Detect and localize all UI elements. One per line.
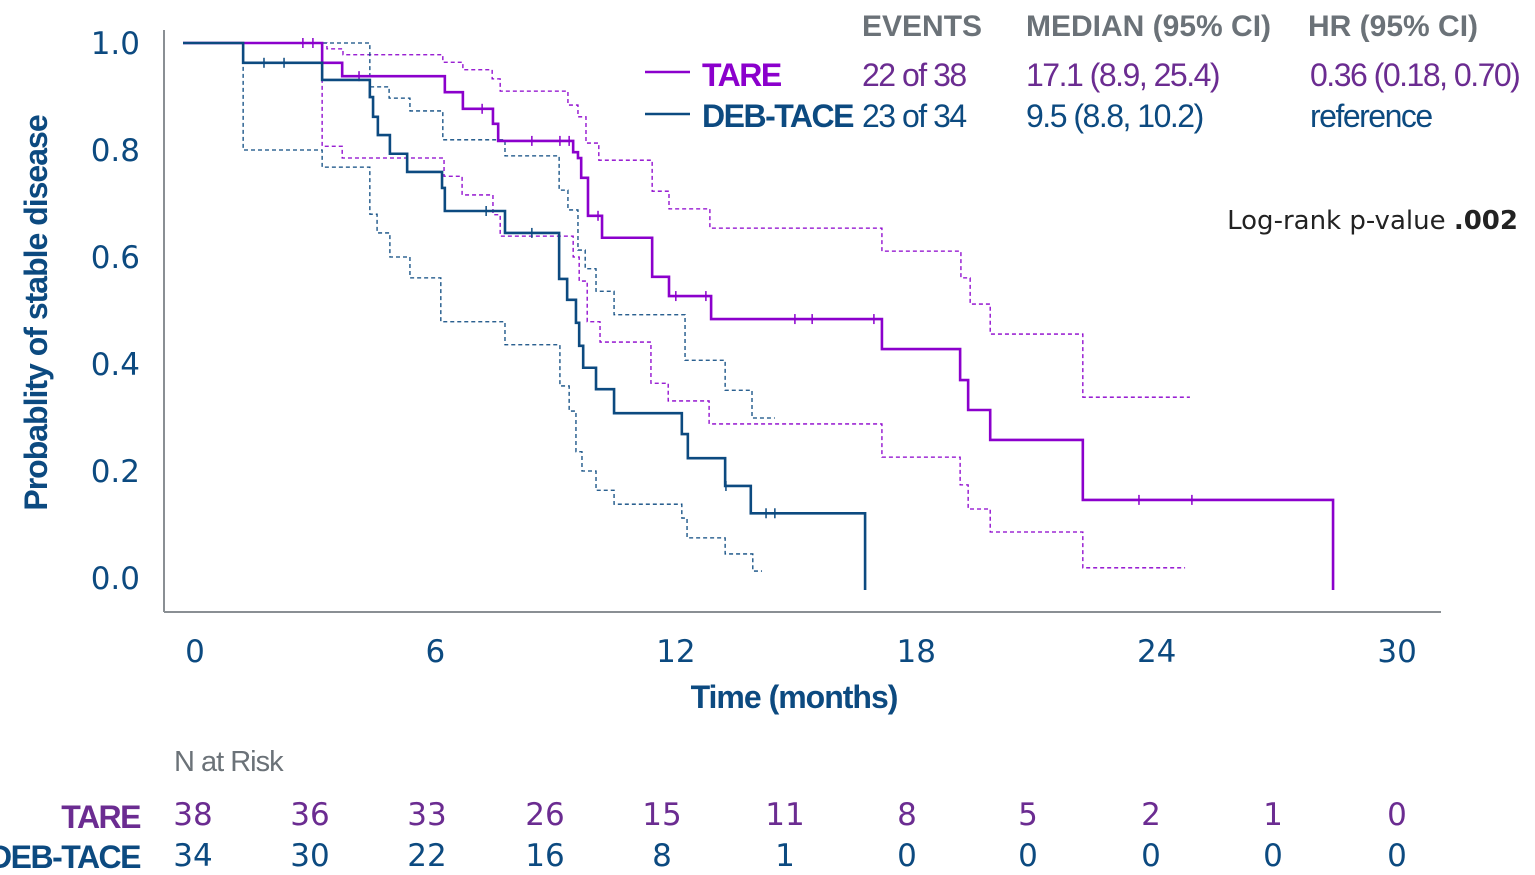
km-curve-deb-tace xyxy=(183,41,867,590)
y-tick-label: 0.2 xyxy=(91,454,140,490)
risk-row-label-tare: TARE xyxy=(61,799,141,835)
risk-cell: 0 xyxy=(1387,838,1407,874)
legend-hr-deb-tace: reference xyxy=(1310,98,1432,134)
legend-events-deb-tace: 23 of 34 xyxy=(862,98,966,134)
x-axis-title: Time (months) xyxy=(691,679,898,715)
risk-cell: 33 xyxy=(407,797,446,833)
legend-median-tare: 17.1 (8.9, 25.4) xyxy=(1026,57,1219,93)
y-tick-label: 0.6 xyxy=(91,240,140,276)
risk-cell: 15 xyxy=(642,797,681,833)
legend-hr-tare: 0.36 (0.18, 0.70) xyxy=(1310,57,1519,93)
risk-cell: 26 xyxy=(525,797,564,833)
risk-cell: 8 xyxy=(897,797,917,833)
x-tick-label: 0 xyxy=(185,634,205,670)
y-tick-label: 1.0 xyxy=(91,26,140,62)
legend-header-events: EVENTS xyxy=(862,10,982,43)
y-tick-label: 0.0 xyxy=(91,561,140,597)
ci-lower-tare xyxy=(183,42,1186,569)
legend-label-deb-tace: DEB-TACE xyxy=(702,98,854,134)
risk-cell: 11 xyxy=(765,797,804,833)
risk-cells: 38 36 33 26 15 11 8 5 2 1 0 34 30 22 16 8 1 0 0 0 0 0 xyxy=(173,797,1407,874)
risk-cell: 34 xyxy=(173,838,212,874)
x-tick-labels: 0 6 12 18 24 30 xyxy=(185,634,1417,670)
ci-upper-tare xyxy=(183,42,1190,398)
curves xyxy=(183,38,1335,590)
risk-cell: 30 xyxy=(290,838,329,874)
legend-events-tare: 22 of 38 xyxy=(862,57,966,93)
x-tick-label: 30 xyxy=(1377,634,1416,670)
x-tick-label: 18 xyxy=(897,634,936,670)
risk-cell: 16 xyxy=(525,838,564,874)
y-axis-title: Probablity of stable disease xyxy=(18,115,54,510)
ci-upper-deb-tace xyxy=(183,42,775,419)
legend-header-hr: HR (95% CI) xyxy=(1308,10,1478,43)
risk-cell: 0 xyxy=(1018,838,1038,874)
legend-label-tare: TARE xyxy=(702,57,782,93)
log-rank-annotation: Log-rank p-value .002 xyxy=(1227,206,1518,236)
legend: EVENTS MEDIAN (95% CI) HR (95% CI) TARE … xyxy=(645,10,1521,134)
risk-cell: 0 xyxy=(897,838,917,874)
ci-lower-deb-tace xyxy=(183,42,763,572)
risk-table: N at Risk TARE DEB-TACE 38 36 33 26 15 11 8 5 2 1… xyxy=(0,746,1407,875)
risk-cell: 0 xyxy=(1263,838,1283,874)
log-rank-label: Log-rank p-value xyxy=(1227,206,1454,236)
y-tick-label: 0.8 xyxy=(91,133,140,169)
risk-table-title: N at Risk xyxy=(174,746,284,778)
risk-cell: 1 xyxy=(1263,797,1283,833)
x-tick-label: 6 xyxy=(426,634,446,670)
risk-cell: 38 xyxy=(173,797,212,833)
y-tick-labels: 1.0 0.8 0.6 0.4 0.2 0.0 xyxy=(91,26,140,597)
risk-cell: 1 xyxy=(775,838,795,874)
x-tick-label: 24 xyxy=(1137,634,1176,670)
risk-row-label-deb-tace: DEB-TACE xyxy=(0,839,141,875)
legend-median-deb-tace: 9.5 (8.8, 10.2) xyxy=(1026,98,1203,134)
risk-cell: 36 xyxy=(290,797,329,833)
risk-cell: 8 xyxy=(652,838,672,874)
y-tick-label: 0.4 xyxy=(91,347,140,383)
x-tick-label: 12 xyxy=(656,634,695,670)
legend-header-median: MEDIAN (95% CI) xyxy=(1026,10,1271,43)
km-curve-tare xyxy=(183,41,1335,590)
risk-cell: 5 xyxy=(1018,797,1038,833)
log-rank-value: .002 xyxy=(1454,206,1518,236)
risk-cell: 2 xyxy=(1141,797,1161,833)
risk-cell: 22 xyxy=(407,838,446,874)
risk-cell: 0 xyxy=(1387,797,1407,833)
risk-cell: 0 xyxy=(1141,838,1161,874)
